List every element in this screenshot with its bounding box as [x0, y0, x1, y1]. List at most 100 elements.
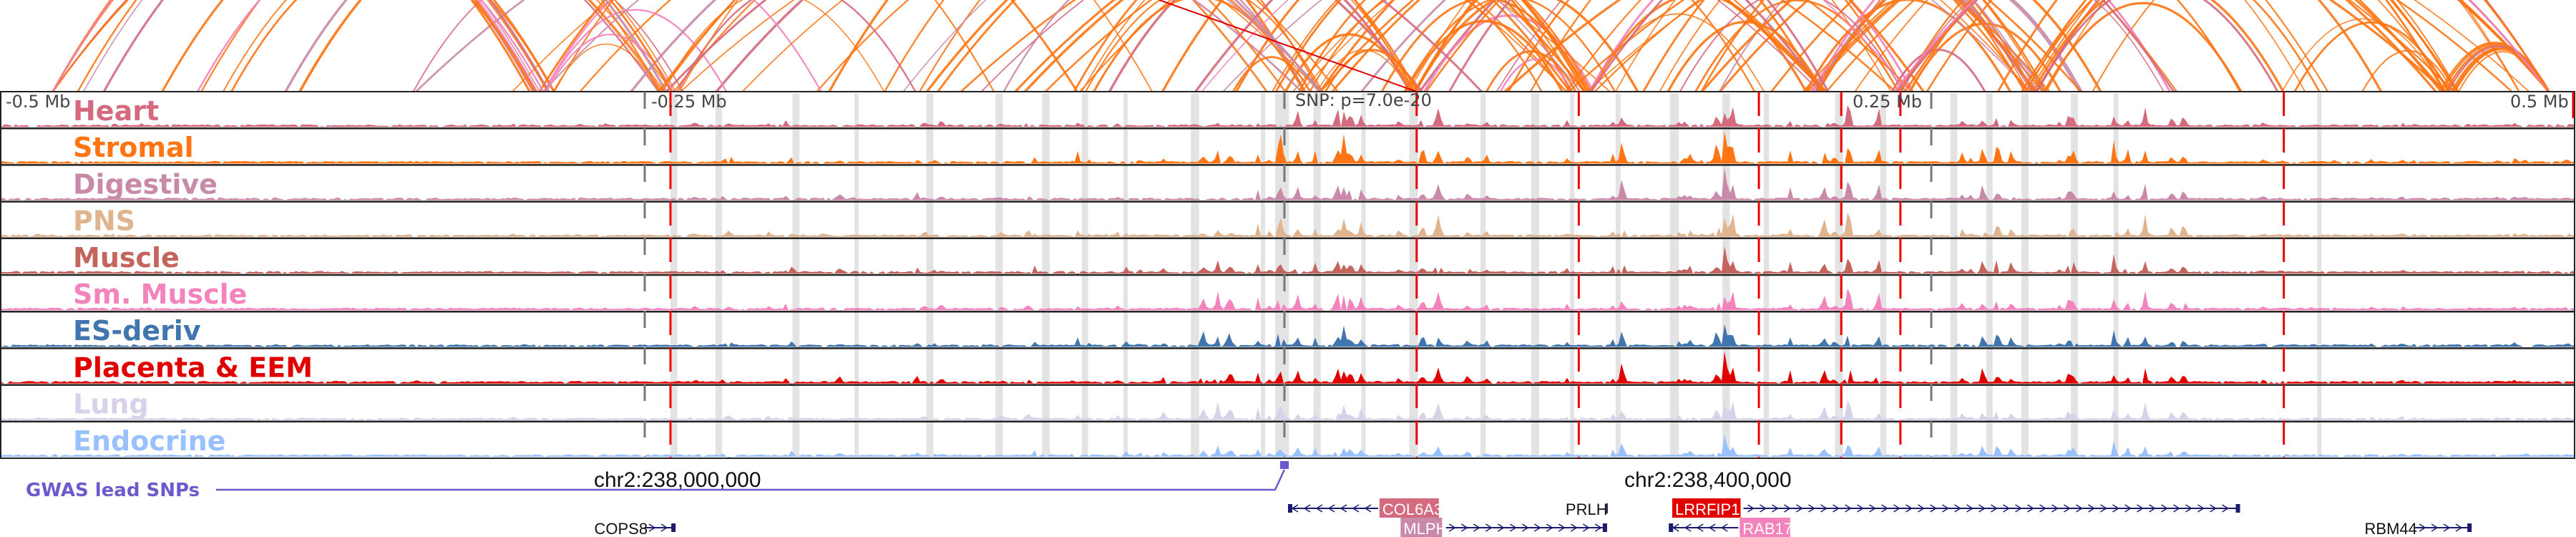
loop-arc [1081, 0, 1415, 92]
strand-arrow [1833, 504, 1840, 513]
strand-arrow [1760, 504, 1767, 513]
signal-area [1, 435, 2575, 458]
exon-block [2235, 504, 2240, 513]
strand-arrow [1473, 523, 1480, 532]
loop-arc [1403, 0, 1616, 92]
strand-arrow [1954, 504, 1961, 513]
gene-rab17: RAB17 [1669, 518, 1792, 537]
gene-label-highlight [1379, 498, 1439, 518]
signal-area [1, 131, 2575, 166]
loop-arc [1093, 0, 1305, 92]
strand-arrow [2076, 504, 2083, 513]
loop-arc [662, 0, 885, 92]
signal-track-lung [1, 400, 2575, 421]
signal-area [1, 288, 2575, 312]
strand-arrow [1460, 523, 1468, 532]
gene-label-highlight [1672, 498, 1741, 518]
loop-arc [1507, 0, 1907, 92]
loop-arc [52, 0, 673, 92]
signal-area [1, 324, 2575, 348]
loop-arc [1161, 0, 1573, 92]
strand-arrow [1906, 504, 1913, 513]
strand-arrow [2431, 523, 2439, 532]
strand-arrow [1991, 504, 1998, 513]
strand-arrow [1696, 523, 1704, 532]
loop-arc [1413, 0, 1756, 92]
strand-arrow [2137, 504, 2144, 513]
coordinate-label: chr2:238,000,000 [594, 468, 761, 492]
strand-arrow [1720, 523, 1728, 532]
gene-label: RAB17 [1742, 520, 1792, 537]
strand-arrow [660, 523, 668, 532]
strand-arrow [1315, 504, 1323, 513]
strand-arrow [2185, 504, 2192, 513]
strand-arrow [2161, 504, 2168, 513]
strand-arrow [2197, 504, 2205, 513]
strand-arrow [1820, 504, 1828, 513]
gene-label: MLPH [1403, 520, 1447, 537]
signal-area [1, 168, 2575, 202]
strand-arrow [1881, 504, 1888, 513]
strand-arrow [1521, 523, 1529, 532]
strand-arrow [2124, 504, 2132, 513]
loop-arc [2036, 0, 2279, 92]
exon-block [671, 523, 676, 532]
signal-track-muscle [1, 246, 2575, 276]
loop-arc [1448, 0, 1830, 92]
strand-arrow [1352, 504, 1360, 513]
signal-area [1, 105, 2575, 129]
strand-arrow [1485, 523, 1493, 532]
strand-arrow [2039, 504, 2046, 513]
loop-arc [1274, 0, 1589, 92]
strand-arrow [1869, 504, 1876, 513]
strand-arrow [1570, 523, 1578, 532]
track-frames [0, 91, 2575, 459]
loop-arc [1890, 49, 1986, 92]
loop-arc [1811, 0, 2171, 92]
genomic-coordinates: chr2:238,000,000 chr2:238,400,000 [594, 468, 1792, 492]
loop-arc [2092, 0, 2459, 92]
loop-arc [1910, 0, 2306, 92]
strand-arrow [1893, 504, 1901, 513]
gene-label: RBM44 [2365, 520, 2417, 537]
loop-arc [412, 0, 684, 92]
strand-arrow [648, 523, 656, 532]
strand-arrow [1497, 523, 1505, 532]
strand-arrow [1684, 523, 1692, 532]
strand-arrow [2455, 523, 2463, 532]
strand-arrow [2064, 504, 2071, 513]
loop-arc [543, 0, 822, 92]
gene-label-highlight [1740, 518, 1790, 537]
strand-arrow [1340, 504, 1347, 513]
loop-arc [1309, 0, 1543, 92]
loop-arc [1485, 50, 1577, 92]
signal-track-heart [1, 105, 2575, 129]
gwas-connector-line [216, 469, 1286, 491]
strand-arrow [1979, 504, 1986, 513]
signal-track-es-deriv [1, 324, 2575, 348]
tick-label: -0.5 Mb [6, 92, 70, 112]
strand-arrow [1808, 504, 1815, 513]
tick-label: -0.25 Mb [651, 92, 727, 112]
track-label: Sm. Muscle [73, 279, 247, 310]
strand-arrow [1942, 504, 1949, 513]
signal-track-digestive [1, 168, 2575, 202]
strand-arrow [2100, 504, 2107, 513]
loop-arc [2361, 49, 2454, 92]
loop-arc [680, 0, 1611, 92]
strand-arrow [2173, 504, 2180, 513]
gene-col6a3: COL6A3 [1288, 498, 1443, 518]
track-labels: Heart Stromal Digestive PNS Muscle Sm. Muscle… [73, 95, 313, 457]
loop-arc [161, 0, 555, 92]
loop-arc [1073, 0, 1418, 92]
loop-arc [223, 0, 555, 92]
signal-track-stromal [1, 131, 2575, 166]
track-label: Digestive [73, 168, 218, 200]
strand-arrow [1582, 523, 1590, 532]
exon-block [1602, 523, 1607, 532]
loop-arc [2043, 1, 2243, 92]
loop-arc [52, 0, 531, 92]
signal-track-sm-muscle [1, 288, 2575, 312]
